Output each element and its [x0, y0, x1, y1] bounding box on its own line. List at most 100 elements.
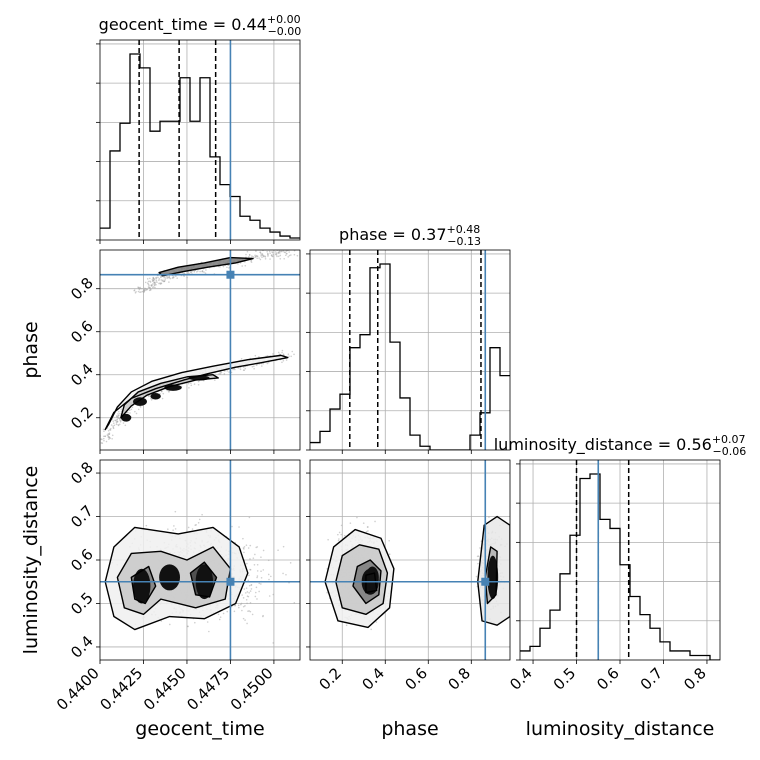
scatter-point [272, 253, 275, 256]
panel-title: phase = 0.37+0.48 −0.13 [339, 223, 481, 248]
scatter-point [264, 256, 267, 258]
scatter-point [160, 620, 163, 622]
truth-marker [481, 577, 490, 586]
scatter-point [112, 420, 115, 422]
scatter-point [338, 538, 340, 540]
scatter-point [288, 251, 290, 253]
scatter-point [112, 422, 115, 424]
scatter-point [101, 438, 103, 441]
scatter-point [191, 270, 193, 273]
scatter-point [262, 255, 265, 257]
scatter-point [124, 424, 127, 427]
scatter-point [249, 610, 252, 613]
scatter-point [254, 354, 257, 357]
scatter-point [222, 265, 225, 268]
scatter-point [240, 358, 243, 360]
scatter-point [255, 586, 258, 589]
scatter-point [240, 602, 243, 605]
scatter-point [272, 353, 274, 355]
scatter-point [155, 279, 158, 282]
scatter-point [174, 528, 177, 530]
scatter-point [248, 574, 250, 577]
scatter-point [162, 280, 165, 283]
y-tick-label: 0.8 [67, 458, 97, 488]
scatter-point [252, 557, 255, 559]
density-fills [100, 40, 720, 660]
scatter-point [114, 419, 117, 422]
scatter-point [244, 367, 247, 370]
scatter-point [356, 516, 358, 519]
scatter-point [160, 279, 163, 281]
scatter-point [218, 618, 221, 621]
scatter-point [243, 548, 245, 550]
contour-line [104, 354, 289, 431]
scatter-point [244, 619, 246, 621]
title-upper-error: +0.48 [447, 223, 481, 236]
scatter-point [367, 530, 369, 532]
scatter-point [260, 556, 262, 558]
scatter-point [277, 549, 279, 551]
density-peak [365, 566, 379, 589]
scatter-point [120, 408, 123, 411]
contour-line [189, 561, 218, 598]
scatter-point [281, 361, 283, 364]
title-main: geocent_time = 0.44 [99, 15, 267, 35]
scatter-point [274, 248, 276, 250]
scatter-point [111, 437, 113, 440]
histogram-group [520, 460, 720, 660]
x-axis-label: luminosity_distance [526, 718, 715, 740]
scatter-point [167, 528, 169, 530]
scatter-point [146, 288, 148, 291]
scatter-point [246, 250, 249, 253]
scatter-point [254, 595, 257, 598]
scatter-point [260, 583, 262, 585]
scatter-point [284, 254, 287, 257]
scatter-point [248, 256, 250, 258]
scatter-point [282, 359, 285, 362]
scatter-point [261, 254, 264, 256]
histogram-group [100, 40, 300, 240]
scatter-point [206, 621, 209, 623]
scatter-point [251, 255, 253, 257]
scatter-point [175, 275, 177, 278]
scatter-point [271, 255, 274, 258]
scatter-point [288, 254, 291, 257]
scatter-point [218, 372, 220, 375]
scatter-point [149, 288, 152, 291]
scatter-point [134, 292, 137, 294]
scatter-point [340, 533, 343, 536]
scatter-point [199, 270, 201, 273]
scatter-point [254, 254, 256, 257]
scatter-point [261, 256, 263, 259]
scatter-point [365, 530, 368, 533]
scatter-point [245, 598, 248, 601]
scatter-point [259, 251, 262, 254]
scatter-point [100, 442, 103, 444]
scatter-point [246, 562, 248, 565]
density-peak [133, 568, 151, 604]
scatter-point [169, 277, 172, 280]
scatter-point [226, 266, 228, 269]
scatter-point [119, 421, 122, 423]
scatter-point [246, 591, 249, 593]
scatter-point [174, 510, 177, 513]
title-lower-error: −0.13 [447, 235, 481, 248]
x-tick-label: 0.8 [680, 664, 710, 694]
scatter-point [171, 277, 174, 279]
scatter-point [243, 551, 245, 554]
scatter-point [151, 283, 154, 285]
scatter-point [281, 351, 283, 354]
density-peak [150, 393, 161, 400]
title-upper-error: +0.00 [267, 13, 301, 26]
scatter-point [266, 355, 269, 357]
scatter-point [266, 362, 269, 365]
scatter-point [106, 434, 109, 436]
scatter-point [108, 433, 110, 435]
y-tick-label: 0.7 [67, 502, 97, 532]
scatter-point [248, 254, 251, 256]
scatter-point [277, 351, 280, 354]
scatter-point [162, 392, 165, 395]
density-peak [133, 397, 147, 406]
scatter-point [127, 411, 129, 414]
